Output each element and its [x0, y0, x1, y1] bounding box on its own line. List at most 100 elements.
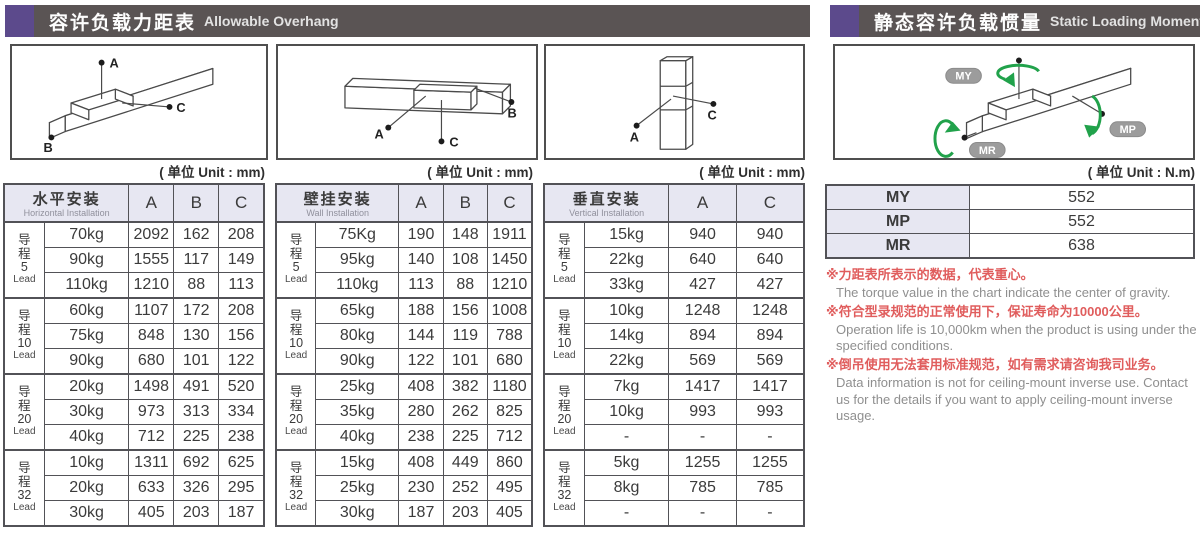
table-row: 25kg 230 252 495: [276, 475, 533, 501]
value-cell: 188: [398, 297, 444, 324]
table-row: 导程 5 Lead 70kg 2092 162 208: [3, 221, 265, 299]
value-cell: 156: [218, 323, 265, 349]
value-cell: 1911: [486, 221, 533, 248]
load-cell: 10kg: [43, 449, 130, 476]
table-row: 22kg 640 640: [544, 247, 805, 273]
lead-cell: 导程 20 Lead: [3, 373, 45, 451]
load-cell: 20kg: [43, 475, 130, 501]
moment-table: MY 552 MP 552 MR 638: [825, 184, 1195, 259]
moment-row: MY 552: [825, 184, 1195, 210]
lead-char: 导: [558, 233, 571, 248]
value-cell: 2092: [128, 221, 175, 248]
value-cell: 1311: [128, 449, 175, 476]
value-cell: 785: [668, 475, 737, 501]
value-cell: 640: [735, 247, 805, 273]
install-type-header: 水平安装 Horizontal Installation: [3, 183, 130, 223]
note-zh: ※力距表所表示的数据，代表重心。: [826, 267, 1034, 282]
value-cell: 88: [442, 272, 488, 299]
lead-number: 5: [560, 260, 568, 275]
lead-char: 程: [18, 322, 31, 337]
value-cell: 712: [128, 424, 175, 451]
value-cell: -: [735, 500, 805, 527]
lead-char: 程: [558, 322, 571, 337]
note-zh: ※倒吊使用无法套用标准规范，如有需求请咨询我司业务。: [826, 357, 1164, 373]
value-cell: 625: [218, 449, 265, 476]
table-row: 导程 32 Lead 15kg 408 449 860: [275, 449, 533, 527]
load-cell: 75Kg: [315, 221, 400, 248]
value-cell: 187: [398, 500, 444, 527]
value-cell: 162: [173, 221, 220, 248]
lead-en: Lead: [284, 501, 308, 513]
value-cell: 940: [668, 221, 737, 248]
value-cell: 1248: [668, 297, 737, 324]
value-cell: 520: [218, 373, 265, 400]
value-cell: 993: [735, 399, 805, 425]
value-cell: 1255: [735, 449, 805, 476]
load-cell: 35kg: [315, 399, 400, 425]
load-cell: 30kg: [43, 399, 130, 425]
value-cell: 1417: [735, 373, 805, 400]
install-name-zh: 垂直安装: [572, 191, 641, 208]
unit-label-mm: ( 单位 Unit : mm): [159, 165, 265, 180]
lead-number: 32: [17, 488, 32, 503]
value-cell: 940: [735, 221, 805, 248]
table-row: 33kg 427 427: [544, 272, 805, 299]
lead-en: Lead: [13, 425, 36, 437]
moment-label: MY: [825, 184, 971, 210]
lead-number: 20: [557, 412, 572, 427]
section-title-zh: 容许负载力距表: [49, 12, 197, 34]
value-cell: 680: [486, 348, 533, 375]
lead-en: Lead: [284, 425, 308, 437]
lead-en: Lead: [13, 273, 36, 285]
value-cell: 119: [442, 323, 488, 349]
value-cell: 187: [218, 500, 265, 527]
section-title-en: Allowable Overhang: [204, 13, 339, 29]
load-cell: 22kg: [583, 247, 670, 273]
lead-char: 导: [558, 461, 571, 476]
wall-installation-table: 壁挂安装 Wall Installation A B C 导程 5 Lead 75Kg 190 14…: [275, 183, 533, 527]
wall-rail-drawing: A C B: [344, 77, 517, 149]
moment-label: MR: [825, 233, 971, 259]
load-cell: 10kg: [583, 399, 670, 425]
column-header: A: [668, 183, 737, 223]
lead-number: 10: [17, 336, 32, 351]
value-cell: 108: [442, 247, 488, 273]
lead-cell: 导程 5 Lead: [3, 221, 45, 299]
install-type-header: 垂直安装 Vertical Installation: [543, 183, 670, 223]
point-label-c: C: [707, 108, 716, 123]
table-row: 导程 10 Lead 65kg 188 156 1008: [275, 297, 533, 375]
moment-rail-drawing: MY MP MR: [933, 57, 1147, 158]
install-name-en: Horizontal Installation: [23, 208, 110, 218]
spec-table: 水平安装 Horizontal Installation A B C 导程 5 Lead 70k…: [3, 183, 265, 527]
value-cell: 313: [173, 399, 220, 425]
load-cell: 90kg: [43, 348, 130, 375]
value-cell: 825: [486, 399, 533, 425]
point-label-b: B: [507, 106, 516, 121]
load-cell: 70kg: [43, 221, 130, 248]
my-badge: [945, 67, 982, 84]
load-cell: 33kg: [583, 272, 670, 299]
lead-number: 5: [20, 260, 28, 275]
moment-value: 638: [969, 233, 1195, 259]
value-cell: 208: [218, 221, 265, 248]
column-header: A: [398, 183, 444, 223]
value-cell: 569: [668, 348, 737, 375]
value-cell: 1248: [735, 297, 805, 324]
load-cell: 25kg: [315, 475, 400, 501]
note-en: Data information is not for ceiling-moun…: [836, 375, 1188, 423]
value-cell: 680: [128, 348, 175, 375]
value-cell: 1180: [486, 373, 533, 400]
value-cell: 405: [486, 500, 533, 527]
point-label-b: B: [44, 140, 53, 155]
spec-table: 壁挂安装 Wall Installation A B C 导程 5 Lead 75Kg 190 14…: [275, 183, 533, 527]
value-cell: 1210: [486, 272, 533, 299]
value-cell: 973: [128, 399, 175, 425]
lead-char: 导: [18, 309, 31, 324]
static-moment-table: MY 552 MP 552 MR 638: [825, 184, 1195, 259]
load-cell: 90kg: [43, 247, 130, 273]
moment-value: 552: [969, 184, 1195, 210]
note-en: Operation life is 10,000km when the prod…: [836, 321, 1197, 354]
load-cell: 60kg: [43, 297, 130, 324]
value-cell: -: [735, 424, 805, 451]
lead-char: 程: [558, 398, 571, 413]
